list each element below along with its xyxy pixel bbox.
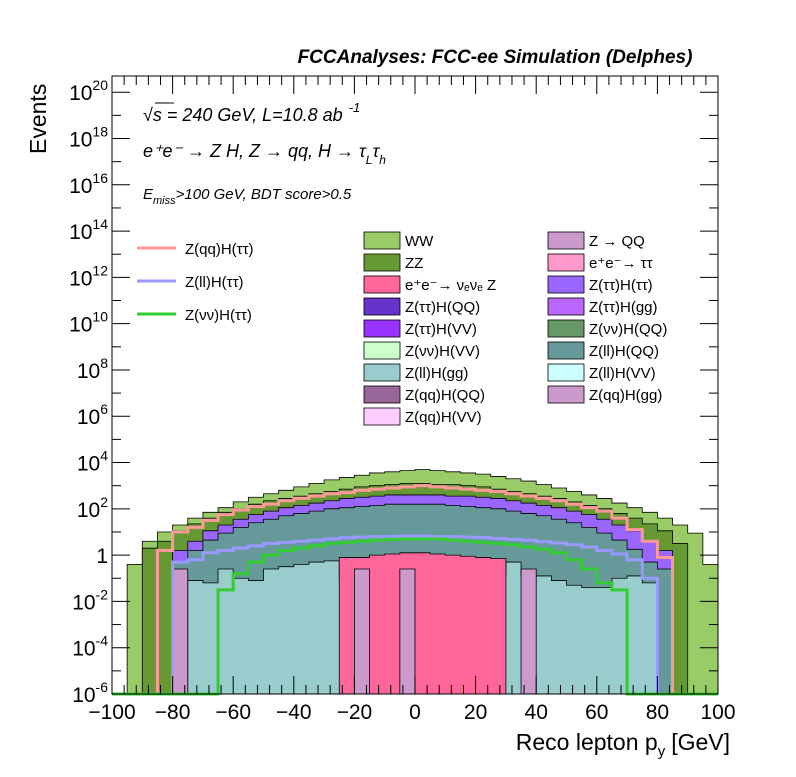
legend-background-label: e⁺e⁻→ νₑνₑ Z (405, 277, 496, 294)
legend-fill-swatch (363, 341, 401, 360)
legend-background-label: Z(ττ)H(ττ) (589, 277, 653, 294)
legend-background-label: ZZ (405, 255, 423, 272)
legend-fill-swatch (363, 275, 401, 294)
stacked-histograms (112, 469, 719, 695)
x-tick-label: −40 (276, 701, 312, 724)
legend-fill-swatch (363, 319, 401, 338)
legend-fill-swatch (363, 231, 401, 250)
y-tick-label: 102 (77, 494, 108, 522)
y-tick-label: 1014 (69, 216, 108, 244)
x-tick-label: −60 (215, 701, 251, 724)
legend-signal-label: Z(qq)H(ττ) (185, 241, 254, 258)
legend-signal-label: Z(ll)H(ττ) (185, 274, 244, 291)
x-tick-label: 100 (700, 701, 735, 724)
x-tick-label: 80 (646, 701, 669, 724)
legend-fill-swatch (363, 385, 401, 404)
legend-background-label: Z(ll)H(gg) (405, 365, 468, 382)
legend-background-label: Z → QQ (589, 233, 645, 250)
legend-fill-swatch (547, 231, 585, 250)
legend-background-label: Z(ττ)H(QQ) (405, 299, 480, 316)
y-tick-label: 1 (96, 545, 108, 568)
y-tick-label: 10-2 (72, 586, 108, 614)
legend-background-label: Z(qq)H(QQ) (405, 387, 485, 404)
legend-background-label: Z(qq)H(gg) (589, 387, 662, 404)
y-tick-label: 1016 (69, 170, 108, 198)
annotation-energy-lumi: √s = 240 GeV, L=10.8 ab -1 (143, 100, 360, 125)
legend-fill-swatch (363, 363, 401, 382)
legend-background-label: Z(νν)H(QQ) (589, 321, 667, 338)
y-tick-label: 106 (77, 401, 108, 429)
y-tick-label: 1010 (69, 309, 108, 337)
legend-fill-swatch (363, 253, 401, 272)
x-tick-label: −80 (155, 701, 191, 724)
legend-fill-swatch (363, 297, 401, 316)
x-tick-label: 20 (464, 701, 487, 724)
y-tick-label: 104 (77, 448, 108, 476)
plot-title: FCCAnalyses: FCC-ee Simulation (Delphes) (298, 47, 693, 68)
x-tick-label: −20 (337, 701, 373, 724)
signal-line-1 (112, 534, 718, 696)
annotation-selection: Emiss>100 GeV, BDT score>0.5 (143, 186, 352, 207)
legend-fill-swatch (547, 275, 585, 294)
legend-background-label: Z(νν)H(VV) (405, 343, 480, 360)
legend: Z(qq)H(ττ) Z(ll)H(ττ) Z(νν)H(ττ) WW ZZ e⁺e⁻→ … (137, 231, 667, 426)
x-axis-label: Reco lepton py [GeV] (516, 729, 730, 760)
y-tick-label: 1020 (69, 77, 108, 105)
legend-background-label: e⁺e⁻→ ττ (589, 255, 653, 272)
legend-fill-swatch (363, 407, 401, 426)
y-axis-label: Events (25, 84, 51, 154)
legend-fill-swatch (547, 319, 585, 338)
legend-background-label: Z(ττ)H(VV) (405, 321, 477, 338)
legend-fill-swatch (547, 363, 585, 382)
x-tick-label: 0 (409, 701, 421, 724)
y-tick-label: 10-4 (72, 633, 108, 661)
legend-background-label: Z(ll)H(VV) (589, 365, 656, 382)
y-tick-label: 10-6 (72, 679, 108, 707)
legend-signal-label: Z(νν)H(ττ) (185, 307, 252, 324)
annotation-process: e⁺e⁻ → Z H, Z → qq, H → τLτh (143, 141, 386, 167)
x-axis: −100 −80 −60 −40 −20 0 20 40 60 80 100 (88, 76, 736, 724)
legend-background-label: WW (405, 233, 434, 250)
legend-fill-swatch (547, 297, 585, 316)
legend-background-label: Z(qq)H(VV) (405, 409, 482, 426)
x-tick-label: 40 (525, 701, 548, 724)
y-axis: 1020 1018 1016 1014 1012 1010 108 106 104 102 1 10-… (69, 77, 718, 707)
signal-line-0 (112, 484, 718, 696)
signal-line-2 (112, 537, 718, 696)
y-tick-label: 1012 (69, 262, 108, 290)
x-tick-label: 60 (585, 701, 608, 724)
legend-fill-swatch (547, 385, 585, 404)
x-tick-label: −100 (88, 701, 135, 724)
signal-overlays (112, 484, 718, 696)
y-tick-label: 108 (77, 355, 108, 383)
legend-fill-swatch (547, 253, 585, 272)
annotation-block: √s = 240 GeV, L=10.8 ab -1 e⁺e⁻ → Z H, Z … (143, 100, 386, 207)
legend-fill-swatch (547, 341, 585, 360)
legend-background-label: Z(ττ)H(gg) (589, 299, 658, 316)
y-tick-label: 1018 (69, 123, 108, 151)
legend-background-label: Z(ll)H(QQ) (589, 343, 659, 360)
